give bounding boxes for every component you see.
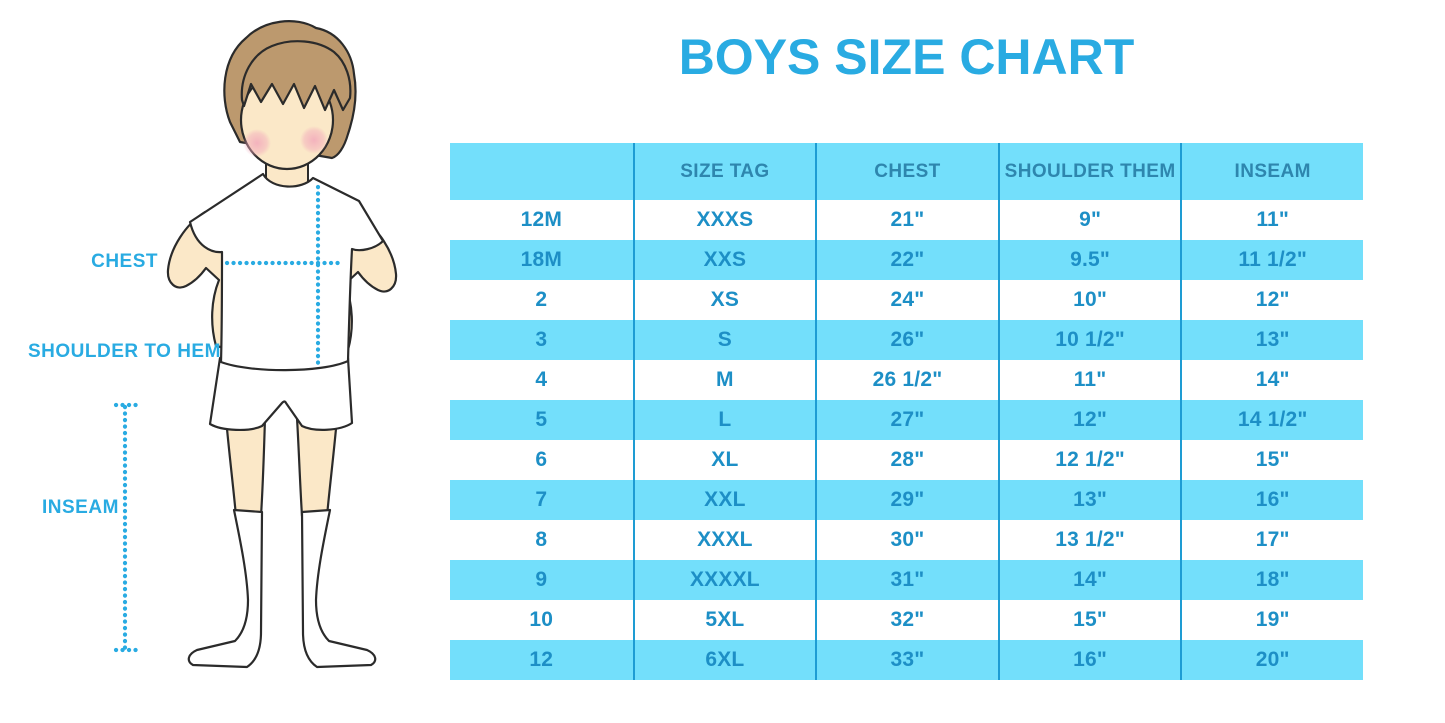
page-title: BOYS SIZE CHART (678, 29, 1135, 85)
table-cell: 5XL (632, 600, 816, 640)
table-cell: 5 (535, 408, 548, 431)
table-cell: 15" (997, 600, 1181, 640)
table-row: 18M XXS 22" 9.5" 11 1/2" (450, 240, 1363, 280)
table-cell: 12M (520, 208, 563, 231)
boy-left-cheek (243, 129, 271, 157)
table-cell: INSEAM (1180, 143, 1363, 200)
table-row: 2 XS 24" 10" 12" (450, 280, 1363, 320)
table-cell: 31" (815, 560, 998, 600)
table-cell: 6XL (632, 640, 816, 680)
table-cell: 4 (535, 368, 548, 391)
table-cell: SIZE TAG (632, 143, 816, 200)
chest-label: CHEST (91, 251, 158, 272)
table-cell: 19" (1180, 600, 1363, 640)
header-row: SIZE TAG CHEST SHOULDER THEM INSEAM (450, 143, 1363, 200)
table-cell: 13" (997, 480, 1181, 520)
table-row: 12M XXXS 21" 9" 11" (450, 200, 1363, 240)
table-cell: 8 (535, 528, 548, 551)
table-cell: 13" (1180, 320, 1363, 360)
table-cell: 17" (1180, 520, 1363, 560)
table-cell: 24" (815, 280, 998, 320)
table-cell (450, 143, 633, 200)
table-row: 3 S 26" 10 1/2" 13" (450, 320, 1363, 360)
table-cell: 14" (997, 560, 1181, 600)
boy-hair-fringe (240, 40, 352, 112)
table-cell: 11" (1180, 200, 1363, 240)
table-cell: S (632, 320, 816, 360)
table-cell: XXXL (632, 520, 816, 560)
table-cell: 33" (815, 640, 998, 680)
table-cell: XXXS (632, 200, 816, 240)
table-row: 8 XXXL 30" 13 1/2" 17" (450, 520, 1363, 560)
boy-left-sock (187, 508, 264, 669)
table-cell: 15" (1180, 440, 1363, 480)
inseam-label: INSEAM (42, 497, 119, 518)
table-cell: 11" (997, 360, 1181, 400)
table-cell: 16" (1180, 480, 1363, 520)
boy-shirt (188, 172, 385, 372)
table-cell: 12" (1180, 280, 1363, 320)
table-cell: 18M (520, 248, 563, 271)
table-cell: 29" (815, 480, 998, 520)
table-row: 4 M 26 1/2" 11" 14" (450, 360, 1363, 400)
table-cell: L (632, 400, 816, 440)
boy-right-cheek (300, 126, 328, 154)
table-cell: 6 (535, 448, 548, 471)
table-cell: 10 (529, 608, 554, 631)
table-cell: XXL (632, 480, 816, 520)
table-cell: 22" (815, 240, 998, 280)
table-cell: XS (632, 280, 816, 320)
table-cell: 16" (997, 640, 1181, 680)
table-cell: 14 1/2" (1180, 400, 1363, 440)
table-cell: 26 1/2" (815, 360, 998, 400)
table-cell: 32" (815, 600, 998, 640)
boy-right-sock (300, 508, 377, 669)
table-cell: M (632, 360, 816, 400)
shoulder-to-hem-label: SHOULDER TO HEM (28, 341, 221, 362)
table-row: 6 XL 28" 12 1/2" 15" (450, 440, 1363, 480)
table-cell: 12 (529, 648, 554, 671)
table-row: 10 5XL 32" 15" 19" (450, 600, 1363, 640)
table-cell: XL (632, 440, 816, 480)
boy-left-leg (224, 416, 267, 518)
table-row: 12 6XL 33" 16" 20" (450, 640, 1363, 680)
table-cell: XXS (632, 240, 816, 280)
table-cell: 28" (815, 440, 998, 480)
table-cell: 13 1/2" (997, 520, 1181, 560)
table-cell: 9.5" (997, 240, 1181, 280)
table-cell: 2 (535, 288, 548, 311)
table-cell: 3 (535, 328, 548, 351)
table-cell: 10 1/2" (997, 320, 1181, 360)
table-row: 9 XXXXL 31" 14" 18" (450, 560, 1363, 600)
table-cell: CHEST (815, 143, 998, 200)
table-cell: 20" (1180, 640, 1363, 680)
table-cell: SHOULDER THEM (997, 143, 1181, 200)
table-cell: 11 1/2" (1180, 240, 1363, 280)
table-cell: 21" (815, 200, 998, 240)
table-cell: 12" (997, 400, 1181, 440)
boy-illustration (113, 20, 398, 669)
table-cell: 9" (997, 200, 1181, 240)
table-cell: 9 (535, 568, 548, 591)
table-cell: 27" (815, 400, 998, 440)
table-cell: 30" (815, 520, 998, 560)
table-cell: 7 (535, 488, 548, 511)
table-cell: 10" (997, 280, 1181, 320)
table-cell: 18" (1180, 560, 1363, 600)
table-cell: 14" (1180, 360, 1363, 400)
table-cell: 12 1/2" (997, 440, 1181, 480)
table-row: 7 XXL 29" 13" 16" (450, 480, 1363, 520)
size-table: SIZE TAG CHEST SHOULDER THEM INSEAM 12M XXXS 2… (450, 143, 1363, 680)
boy-right-leg (295, 416, 339, 518)
table-cell: 26" (815, 320, 998, 360)
table-row: 5 L 27" 12" 14 1/2" (450, 400, 1363, 440)
table-cell: XXXXL (632, 560, 816, 600)
